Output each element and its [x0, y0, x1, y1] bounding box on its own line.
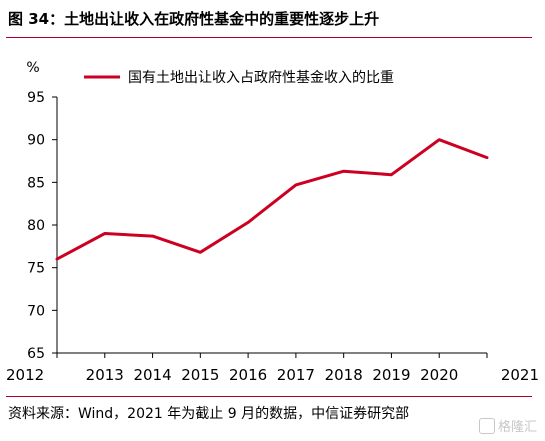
y-axis-unit-label: % — [26, 60, 39, 76]
watermark: 格隆汇 — [478, 416, 537, 435]
y-tick-label: 65 — [27, 346, 45, 362]
x-tick-label: 2014 — [133, 366, 171, 384]
x-tick-label: 2019 — [372, 366, 410, 384]
y-tick-label: 70 — [27, 303, 45, 319]
watermark-logo-icon — [478, 418, 495, 434]
y-tick-label: 75 — [27, 261, 45, 277]
y-axis: 65 70 75 80 85 90 95 — [27, 90, 58, 362]
y-tick-label: 80 — [27, 218, 45, 234]
x-tick-label: 2017 — [277, 366, 315, 384]
legend-label: 国有土地出让收入占政府性基金收入的比重 — [128, 69, 394, 86]
x-axis: 2012 2013 2014 2015 2016 2017 2018 2019 2020 2021 — [6, 352, 539, 384]
y-tick-label: 90 — [27, 133, 45, 149]
title-divider — [6, 37, 532, 38]
x-tick-label: 2020 — [420, 366, 458, 384]
x-tick-label: 2018 — [325, 366, 363, 384]
y-tick-label: 85 — [27, 175, 45, 191]
watermark-text: 格隆汇 — [497, 420, 537, 435]
source-note: 资料来源：Wind，2021 年为截止 9 月的数据，中信证券研究部 — [8, 406, 410, 422]
chart-legend: 国有土地出让收入占政府性基金收入的比重 — [84, 69, 394, 86]
x-tick-label: 2015 — [181, 366, 219, 384]
figure-title: 图 34：土地出让收入在政府性基金中的重要性逐步上升 — [8, 10, 380, 28]
series-layer — [55, 138, 489, 261]
series-line — [55, 138, 489, 261]
y-tick-label: 95 — [27, 90, 45, 106]
x-tick-label: 2021 — [501, 366, 539, 384]
source-divider — [6, 396, 532, 397]
line-chart: % 国有土地出让收入占政府性基金收入的比重 65 70 75 80 85 90 95 201… — [6, 60, 539, 384]
x-tick-label: 2013 — [86, 366, 124, 384]
x-tick-label: 2012 — [6, 366, 44, 384]
x-tick-label: 2016 — [229, 366, 267, 384]
